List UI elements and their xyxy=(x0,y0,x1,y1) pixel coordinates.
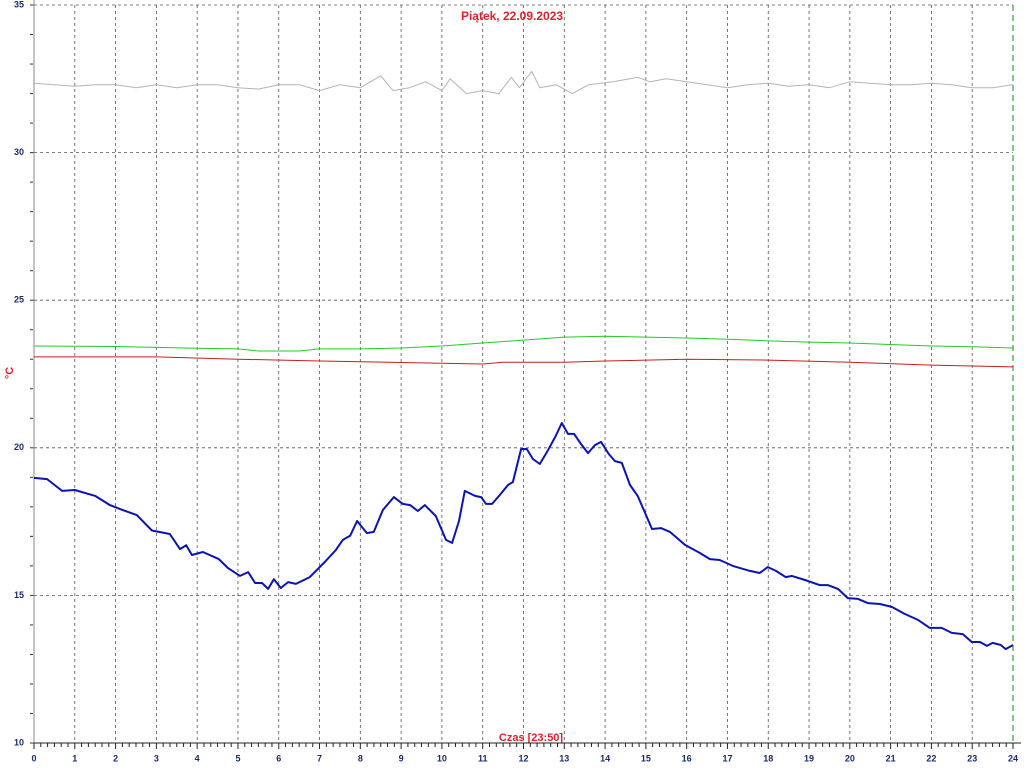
y-tick-label: 20 xyxy=(14,442,24,452)
y-axis-label: °C xyxy=(4,367,16,379)
x-axis-label: Czas [23:50] xyxy=(499,732,564,744)
x-tick-label: 17 xyxy=(722,753,732,763)
y-tick-label: 15 xyxy=(14,590,24,600)
x-tick-label: 16 xyxy=(682,753,692,763)
x-tick-label: 22 xyxy=(926,753,936,763)
x-tick-label: 19 xyxy=(804,753,814,763)
x-tick-label: 21 xyxy=(886,753,896,763)
data-line xyxy=(33,422,1014,651)
x-tick-label: 12 xyxy=(518,753,528,763)
x-tick-label: 10 xyxy=(437,753,447,763)
x-tick-label: 9 xyxy=(399,753,404,763)
data-line xyxy=(33,70,1014,95)
data-line xyxy=(34,356,1014,368)
x-tick-label: 23 xyxy=(967,753,977,763)
x-tick-label: 3 xyxy=(154,753,159,763)
x-tick-label: 1 xyxy=(72,753,77,763)
x-tick-label: 18 xyxy=(763,753,773,763)
x-tick-label: 0 xyxy=(31,753,36,763)
chart-title: Piątek, 22.09.2023 xyxy=(461,9,563,23)
x-tick-label: 24 xyxy=(1008,753,1018,763)
x-tick-label: 2 xyxy=(113,753,118,763)
y-tick-label: 35 xyxy=(14,0,24,9)
x-tick-label: 15 xyxy=(641,753,651,763)
y-tick-label: 30 xyxy=(14,147,24,157)
data-line xyxy=(33,335,1014,352)
x-tick-label: 20 xyxy=(845,753,855,763)
y-tick-label: 10 xyxy=(14,737,24,747)
x-tick-label: 8 xyxy=(358,753,363,763)
x-tick-label: 6 xyxy=(276,753,281,763)
x-tick-label: 13 xyxy=(559,753,569,763)
y-tick-label: 25 xyxy=(14,295,24,305)
x-tick-label: 11 xyxy=(478,753,488,763)
x-tick-label: 14 xyxy=(600,753,610,763)
x-tick-label: 4 xyxy=(195,753,200,763)
x-tick-label: 5 xyxy=(235,753,240,763)
x-tick-label: 7 xyxy=(317,753,322,763)
